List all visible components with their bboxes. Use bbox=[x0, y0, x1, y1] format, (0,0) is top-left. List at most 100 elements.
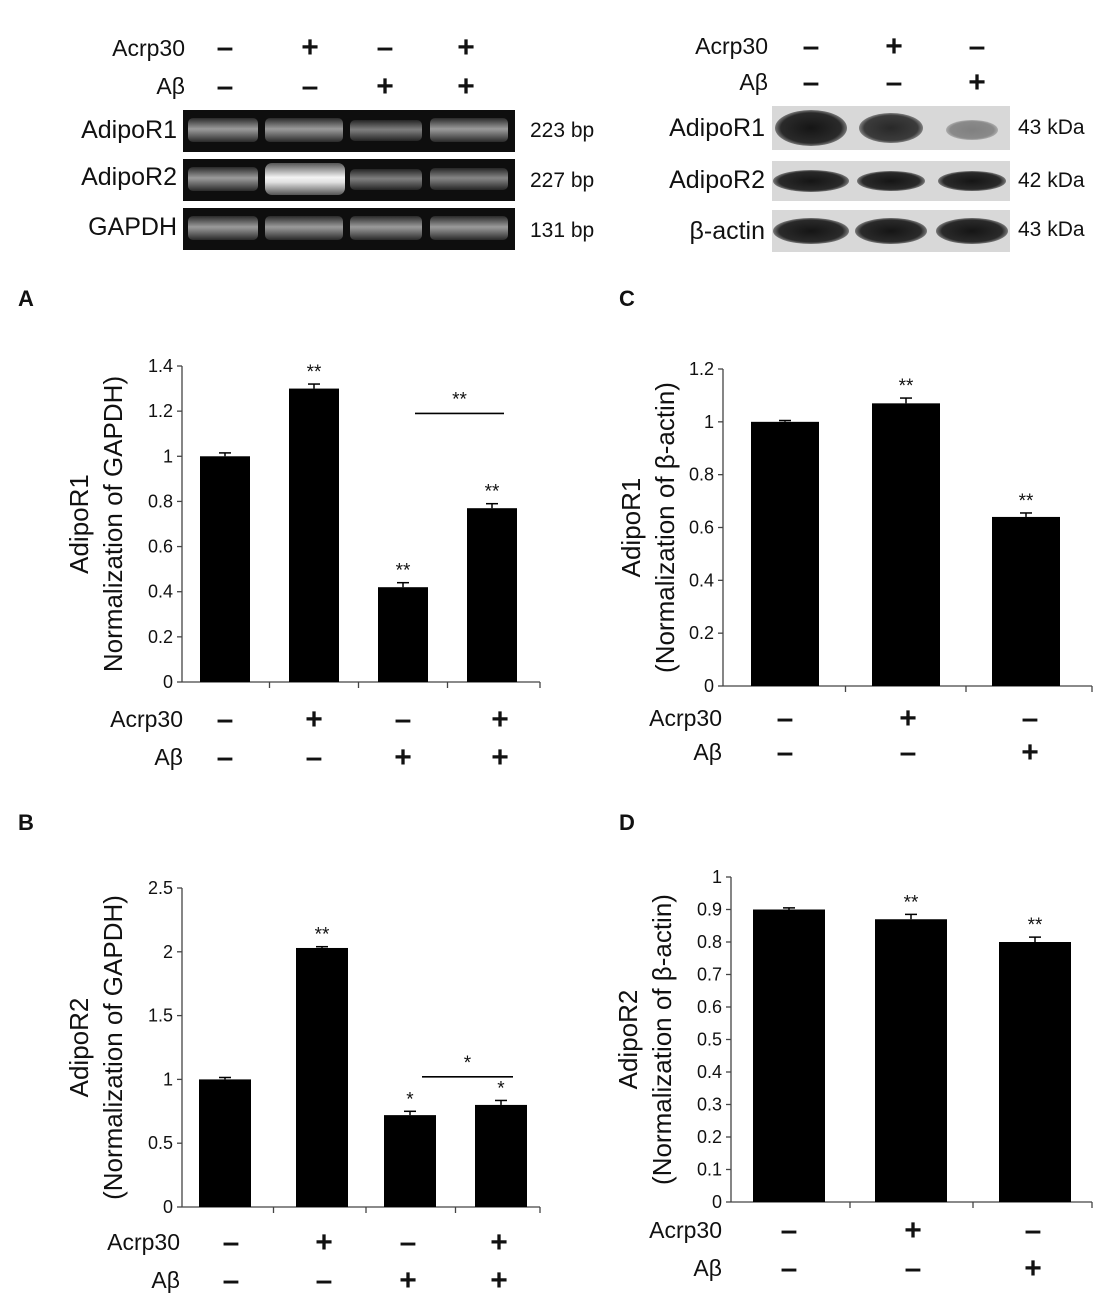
gel-band-size: 131 bp bbox=[530, 219, 594, 242]
y-tick-label: 0.8 bbox=[689, 465, 714, 485]
bar bbox=[200, 456, 250, 682]
y-tick-label: 0.5 bbox=[148, 1133, 173, 1153]
wb-band bbox=[855, 218, 927, 244]
wb-row-adipor2: AdipoR2 42 kDa bbox=[669, 161, 1085, 201]
gel-band-size: 227 bp bbox=[530, 169, 594, 192]
gel-sign: + bbox=[457, 31, 475, 64]
gel-sign: – bbox=[302, 70, 319, 103]
y-tick-label: 0.5 bbox=[697, 1030, 722, 1050]
gel-sign: + bbox=[457, 70, 475, 103]
significance-marker: ** bbox=[1028, 915, 1043, 936]
y-axis-label: AdipoR1 bbox=[616, 478, 646, 578]
wb-treatment-label-acrp30: Acrp30 bbox=[695, 33, 768, 59]
bar bbox=[753, 909, 825, 1202]
treatment-sign: – bbox=[777, 702, 794, 735]
wb-band bbox=[936, 218, 1008, 244]
gel-band bbox=[350, 120, 422, 141]
y-tick-label: 0.8 bbox=[697, 932, 722, 952]
wb-band-label: AdipoR2 bbox=[669, 166, 765, 194]
y-tick-label: 1.2 bbox=[689, 359, 714, 379]
treatment-sign: – bbox=[395, 703, 412, 736]
gel-sign: – bbox=[217, 31, 234, 64]
bar bbox=[992, 516, 1060, 686]
y-axis-label: (Normalization of β-actin) bbox=[650, 382, 680, 673]
y-tick-label: 0 bbox=[712, 1192, 722, 1212]
y-tick-label: 1 bbox=[704, 412, 714, 432]
bar bbox=[999, 942, 1071, 1202]
treatment-sign: + bbox=[315, 1226, 333, 1259]
significance-marker: ** bbox=[396, 561, 411, 582]
y-tick-label: 1 bbox=[712, 867, 722, 887]
gel-band bbox=[350, 216, 422, 240]
gel-band-size: 223 bp bbox=[530, 119, 594, 142]
wb-sign: + bbox=[885, 30, 903, 63]
bar bbox=[384, 1115, 436, 1207]
wb-row-adipor1: AdipoR1 43 kDa bbox=[669, 106, 1085, 150]
y-tick-label: 0.4 bbox=[148, 582, 173, 602]
bar bbox=[475, 1104, 527, 1207]
significance-marker: ** bbox=[904, 892, 919, 913]
gel-blot-panel: Acrp30 Aβ – + – + – – + + AdipoR1 223 bp… bbox=[81, 31, 594, 250]
gel-band bbox=[265, 118, 343, 142]
y-tick-label: 2 bbox=[163, 942, 173, 962]
treatment-label: Aβ bbox=[693, 739, 722, 765]
gel-band bbox=[188, 167, 258, 191]
panel-letter: C bbox=[619, 286, 635, 311]
treatment-label: Aβ bbox=[151, 1267, 180, 1293]
gel-row-adipor1: AdipoR1 223 bp bbox=[81, 110, 594, 152]
significance-marker: * bbox=[406, 1089, 414, 1110]
y-axis-label: AdipoR2 bbox=[613, 990, 643, 1090]
treatment-sign: – bbox=[223, 1226, 240, 1259]
gel-band bbox=[430, 216, 508, 240]
gel-band bbox=[430, 118, 508, 142]
treatment-sign: – bbox=[777, 736, 794, 769]
treatment-sign: – bbox=[223, 1264, 240, 1297]
treatment-sign: + bbox=[491, 703, 509, 736]
y-tick-label: 0.6 bbox=[697, 997, 722, 1017]
wb-sign: – bbox=[803, 66, 820, 99]
treatment-sign: + bbox=[399, 1264, 417, 1297]
gel-band bbox=[430, 168, 508, 190]
treatment-sign: + bbox=[490, 1226, 508, 1259]
chart-panel-c: C 0 0.2 0.4 0.6 0.8 1 1.2 AdipoR1 (Normalization … bbox=[616, 286, 1093, 769]
y-tick-label: 0.6 bbox=[148, 537, 173, 557]
wb-band bbox=[946, 120, 998, 140]
y-tick-label: 0.9 bbox=[697, 900, 722, 920]
y-tick-label: 0.4 bbox=[697, 1062, 722, 1082]
treatment-sign: + bbox=[491, 741, 509, 774]
bar bbox=[289, 388, 339, 682]
gel-sign: – bbox=[377, 31, 394, 64]
western-blot-panel: Acrp30 Aβ – + – – – + AdipoR1 43 kDa Adi… bbox=[669, 30, 1085, 252]
bracket-significance: ** bbox=[452, 389, 467, 410]
gel-band-label: GAPDH bbox=[88, 213, 177, 241]
treatment-sign: – bbox=[400, 1226, 417, 1259]
panel-letter: A bbox=[18, 286, 34, 311]
y-tick-label: 0.1 bbox=[697, 1160, 722, 1180]
wb-band bbox=[857, 171, 925, 191]
gel-band-label: AdipoR1 bbox=[81, 116, 177, 144]
treatment-sign: + bbox=[490, 1264, 508, 1297]
y-tick-label: 0.7 bbox=[697, 965, 722, 985]
significance-marker: ** bbox=[485, 482, 500, 503]
gel-sign: + bbox=[301, 31, 319, 64]
treatment-sign: – bbox=[905, 1252, 922, 1285]
wb-band bbox=[938, 171, 1006, 191]
wb-band bbox=[859, 113, 923, 143]
treatment-sign: + bbox=[394, 741, 412, 774]
treatment-label: Aβ bbox=[154, 744, 183, 770]
treatment-sign: – bbox=[781, 1214, 798, 1247]
treatment-sign: + bbox=[1024, 1252, 1042, 1285]
treatment-sign: – bbox=[316, 1264, 333, 1297]
y-tick-label: 0 bbox=[163, 672, 173, 692]
treatment-label: Aβ bbox=[693, 1255, 722, 1281]
gel-band bbox=[188, 118, 258, 142]
treatment-label: Acrp30 bbox=[649, 1217, 722, 1243]
wb-band-label: β-actin bbox=[689, 217, 765, 245]
bar bbox=[751, 421, 819, 686]
treatment-label: Acrp30 bbox=[649, 705, 722, 731]
treatment-sign: + bbox=[305, 703, 323, 736]
y-axis-label: (Normalization of β-actin) bbox=[647, 894, 677, 1185]
y-axis-label: Normalization of GAPDH) bbox=[98, 376, 128, 672]
significance-marker: ** bbox=[1019, 491, 1034, 512]
